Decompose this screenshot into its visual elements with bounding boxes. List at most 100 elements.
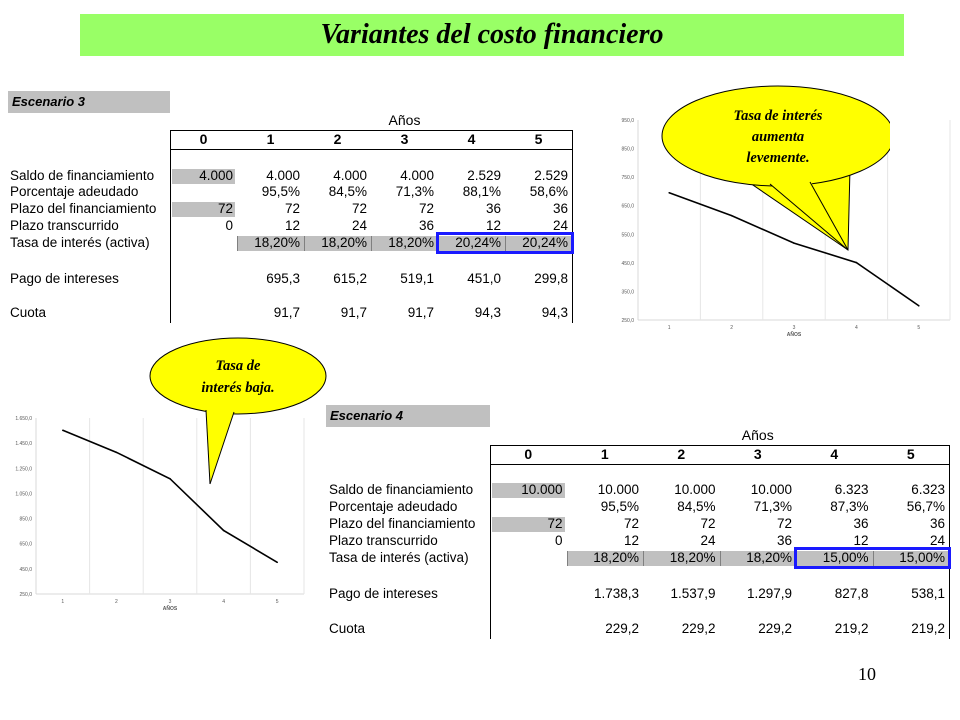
x-tick-label: 4 [222, 599, 225, 605]
header-underline [170, 149, 572, 150]
table-cell: 695,3 [266, 271, 300, 286]
table-cell: 519,1 [400, 271, 434, 286]
table-cell: 24 [929, 533, 945, 548]
highlight-rate-box [794, 547, 951, 569]
table-cell: 18,20% [669, 550, 716, 565]
table-cell: 538,1 [911, 586, 945, 601]
table-cell: 10.000 [674, 482, 716, 497]
callout-3-line-1: Tasa de interés [734, 108, 823, 124]
y-tick-label: 650,0 [621, 204, 634, 210]
x-tick-label: 5 [276, 599, 279, 605]
data-point [918, 304, 920, 307]
table-cell: 18,20% [593, 550, 639, 565]
table-cell: 299,8 [534, 271, 568, 286]
row-label: Pago de intereses [10, 271, 119, 286]
row-label: Saldo de financiamiento [10, 168, 155, 183]
table-cell: 20,24% [455, 235, 501, 250]
y-tick-label: 1.050,0 [15, 491, 32, 497]
table-cell: 615,2 [333, 271, 367, 286]
table-cell: 18,20% [746, 550, 792, 565]
table-cell: 1.537,9 [670, 586, 716, 601]
row-label: Plazo del financiamiento [10, 201, 157, 216]
x-tick-label: 4 [855, 325, 858, 331]
years-label: Años [388, 112, 421, 128]
table-cell: 84,5% [328, 184, 367, 199]
table-cell: 94,3 [474, 305, 501, 320]
table-cell: 219,2 [911, 621, 945, 636]
year-header-1: 1 [266, 131, 275, 147]
table-cell: 15,00% [899, 550, 945, 565]
x-axis-title: AÑOS [787, 331, 802, 338]
table-cell: 20,24% [522, 235, 568, 250]
row-label: Saldo de financiamiento [329, 482, 474, 497]
table-left-border [170, 130, 171, 323]
row-label: Plazo transcurrido [10, 218, 119, 233]
row-label: Cuota [10, 305, 47, 320]
table-cell: 827,8 [834, 586, 869, 601]
callout-bubble [149, 337, 327, 415]
row-label: Tasa de interés (activa) [10, 235, 150, 250]
table-cell: 10.000 [597, 482, 639, 497]
table-cell: 4.000 [333, 168, 367, 183]
scenario-3-label: Escenario 3 [8, 91, 170, 113]
table-cell: 4.000 [199, 168, 233, 183]
table-cell: 12 [623, 533, 639, 548]
table-cell: 72 [547, 516, 563, 531]
x-tick-label: 1 [668, 325, 671, 331]
row-label: Pago de intereses [329, 586, 438, 601]
y-tick-label: 250,0 [19, 592, 32, 598]
table-cell: 72 [418, 201, 434, 216]
y-tick-label: 750,0 [621, 175, 634, 181]
shaded-input-cell [172, 202, 235, 217]
row-label: Cuota [329, 621, 366, 636]
x-tick-label: 3 [793, 325, 796, 331]
table-cell: 24 [351, 218, 367, 233]
row-label: Plazo del financiamiento [329, 516, 476, 531]
x-tick-label: 3 [169, 599, 172, 605]
table-cell: 2.529 [534, 168, 568, 183]
x-tick-label: 5 [917, 325, 920, 331]
y-tick-label: 350,0 [621, 289, 634, 295]
y-tick-label: 850,0 [19, 517, 32, 523]
shaded-rate-row [237, 236, 572, 251]
table-cell: 72 [351, 201, 367, 216]
table-cell: 94,3 [541, 305, 568, 320]
shaded-input-cell [172, 169, 235, 184]
year-header-2: 2 [333, 131, 342, 147]
table-left-border [490, 445, 491, 639]
table-cell: 36 [418, 218, 434, 233]
year-header-1: 1 [600, 446, 609, 462]
data-point [668, 191, 670, 194]
table-cell: 36 [552, 201, 568, 216]
table-cell: 6.323 [834, 482, 869, 497]
year-header-4: 4 [467, 131, 476, 147]
table-cell: 72 [217, 201, 233, 216]
y-tick-label: 850,0 [621, 147, 634, 153]
callout-scenario-3: Tasa de interés aumenta levemente. [661, 85, 890, 251]
table-cell: 71,3% [395, 184, 434, 199]
scenario-4-label: Escenario 4 [326, 405, 490, 427]
table-cell: 88,1% [462, 184, 501, 199]
rate-cell-divider [566, 551, 568, 566]
rate-cell-divider [872, 551, 874, 566]
y-tick-label: 450,0 [621, 261, 634, 267]
year-header-0: 0 [199, 131, 208, 147]
table-cell: 0 [554, 533, 563, 548]
table-cell: 4.000 [400, 168, 434, 183]
callout-3-line-2: aumenta [752, 129, 804, 145]
table-cell: 72 [700, 516, 716, 531]
table-cell: 24 [552, 218, 568, 233]
page-number: 10 [858, 664, 876, 684]
x-tick-label: 2 [115, 599, 118, 605]
rate-cell-divider [237, 236, 238, 251]
table-cell: 12 [853, 533, 869, 548]
rate-cell-divider [719, 551, 721, 566]
table-cell: 24 [700, 533, 716, 548]
table-cell: 18,20% [321, 235, 367, 250]
table-cell: 229,2 [758, 621, 792, 636]
table-cell: 18,20% [388, 235, 434, 250]
table-cell: 36 [929, 516, 945, 531]
y-tick-label: 950,0 [621, 118, 634, 124]
